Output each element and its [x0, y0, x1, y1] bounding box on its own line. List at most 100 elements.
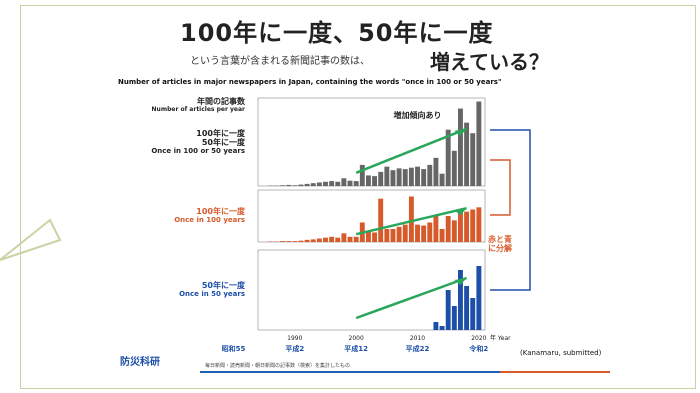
bar-0-2008 — [402, 169, 408, 186]
bar-0-2015 — [445, 129, 451, 186]
bar-1-2016 — [451, 220, 457, 242]
bar-0-2020 — [476, 101, 482, 186]
subtitle-small: という言葉が含まれる新聞記事の数は、 — [190, 56, 370, 67]
panel-label-100: 100年に一度 Once in 100 years — [120, 207, 245, 224]
bar-0-2010 — [415, 166, 420, 186]
bar-0-2018 — [464, 122, 470, 186]
combo-en: Once in 100 or 50 years — [151, 146, 245, 155]
pointer-arrow — [0, 218, 62, 261]
bar-0-1996 — [329, 181, 335, 186]
bar-0-2012 — [427, 164, 433, 186]
slide-frame — [20, 5, 696, 389]
bar-1-1998 — [341, 233, 347, 242]
articles-jp: 年間の記事数 — [197, 97, 245, 106]
bar-2-2018 — [464, 286, 470, 330]
bar-1-2020 — [476, 207, 482, 242]
footnote: 毎日新聞・読売新聞・朝日新聞の記事数（検索）を集計したもの — [205, 363, 351, 369]
fifty-en: Once in 50 years — [179, 289, 245, 298]
bar-1-1989 — [286, 241, 292, 242]
trend-line-1 — [355, 206, 467, 236]
bar-1-2008 — [402, 224, 408, 242]
bar-1-2018 — [464, 211, 470, 242]
bar-1-2007 — [396, 226, 402, 242]
panel-label-articles: 年間の記事数 Number of articles per year — [125, 97, 245, 113]
red-connector — [490, 159, 511, 216]
bar-1-1996 — [329, 236, 335, 242]
bar-1-2002 — [365, 231, 371, 242]
bar-1-2011 — [421, 225, 427, 242]
bar-1-2015 — [445, 216, 451, 242]
bar-2-2013 — [433, 322, 439, 330]
bar-0-1997 — [335, 181, 341, 186]
trend-arrowhead-0 — [454, 128, 467, 136]
bar-0-1990 — [292, 185, 298, 186]
blue-connector — [490, 129, 531, 291]
panel-frame-2 — [257, 249, 486, 331]
trend-arrowhead-1 — [454, 208, 467, 216]
trend-line-2 — [355, 276, 468, 320]
bar-0-2004 — [378, 171, 384, 186]
bar-0-1993 — [310, 183, 316, 186]
page-title: 100年に一度、50年に一度 — [180, 19, 494, 47]
x-era-3: 平成22 — [406, 344, 430, 353]
bar-0-2003 — [372, 176, 378, 186]
bar-0-2001 — [359, 164, 365, 186]
bar-1-2017 — [458, 211, 463, 242]
split-label: 赤と青に分解 — [488, 235, 512, 253]
bar-1-1991 — [298, 240, 304, 242]
x-tick-2010: 2010 — [410, 335, 425, 342]
bar-0-2013 — [433, 157, 439, 186]
panel-frame-0 — [257, 97, 486, 187]
bar-0-2006 — [390, 170, 396, 186]
bar-0-2017 — [458, 108, 463, 186]
bar-1-2014 — [439, 229, 445, 242]
bar-2-2020 — [476, 266, 482, 330]
trend-line-0 — [355, 127, 468, 174]
panel-label-50: 50年に一度 Once in 50 years — [120, 281, 245, 298]
x-era-4: 令和2 — [468, 344, 488, 353]
reference: (Kanamaru, submitted) — [520, 349, 602, 357]
combo-jp2: 50年に一度 — [201, 137, 245, 147]
bar-0-2019 — [470, 133, 476, 186]
bar-1-2006 — [390, 229, 396, 242]
bar-2-2019 — [470, 298, 476, 330]
bar-0-1995 — [323, 181, 328, 186]
institute-name: 防災科研 — [120, 357, 160, 368]
x-tick-2000: 2000 — [349, 335, 364, 342]
bar-1-2019 — [470, 209, 476, 242]
chart-caption: Number of articles in major newspapers i… — [118, 78, 502, 86]
bar-1-1992 — [304, 239, 310, 242]
articles-en: Number of articles per year — [151, 105, 245, 113]
bar-1-2005 — [384, 229, 390, 242]
bar-1-1988 — [280, 241, 285, 242]
subtitle-big: 増えている？ — [430, 50, 549, 74]
bar-1-1990 — [292, 241, 298, 242]
bar-0-2016 — [451, 150, 457, 186]
footer-blue-line — [200, 371, 500, 373]
bar-0-1988 — [280, 185, 285, 186]
panel-label-combo: 100年に一度 50年に一度 Once in 100 or 50 years — [120, 129, 245, 155]
bar-1-1995 — [323, 237, 328, 242]
x-tick-2020: 2020 — [471, 335, 486, 342]
annotation-increase: 増加傾向あり — [394, 110, 442, 120]
bar-1-1993 — [310, 239, 316, 242]
panel-frame-1 — [257, 189, 486, 243]
bar-1-1997 — [335, 237, 341, 242]
bar-1-2000 — [353, 236, 359, 242]
bar-0-1992 — [304, 183, 310, 186]
bar-1-2003 — [372, 232, 378, 242]
bar-0-2005 — [384, 166, 390, 186]
x-tick-1990: 1990 — [287, 335, 302, 342]
fifty-jp: 50年に一度 — [201, 281, 245, 290]
trend-arrowhead-2 — [454, 278, 467, 285]
bar-1-1994 — [316, 238, 322, 242]
bar-0-2014 — [439, 173, 445, 186]
bar-0-1991 — [298, 184, 304, 186]
footer-red-line — [500, 371, 610, 373]
x-era-0: 昭和55 — [222, 344, 246, 353]
bar-0-1999 — [347, 180, 353, 186]
hundred-en: Once in 100 years — [174, 215, 245, 224]
bar-0-2002 — [365, 175, 371, 186]
x-era-2: 平成12 — [344, 344, 368, 353]
